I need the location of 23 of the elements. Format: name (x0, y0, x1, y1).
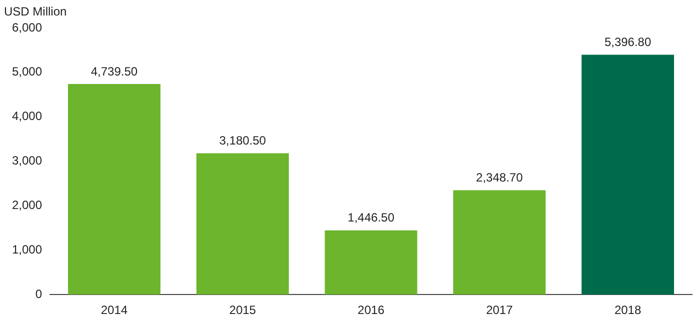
bar (453, 190, 546, 295)
x-tick-label: 2014 (100, 303, 128, 318)
data-label: 2,348.70 (476, 170, 524, 185)
y-tick-label: 4,000 (12, 109, 42, 124)
bar (582, 54, 674, 295)
bar (324, 230, 418, 295)
y-tick-label: 5,000 (12, 64, 42, 79)
y-axis-title: USD Million (4, 4, 67, 18)
y-tick-label: 6,000 (12, 20, 42, 34)
y-tick-label: 3,000 (12, 154, 42, 168)
data-label: 3,180.50 (219, 134, 266, 148)
data-label: 5,396.80 (604, 35, 652, 50)
x-tick-label: 2018 (614, 303, 642, 318)
y-tick-label: 2,000 (12, 198, 42, 212)
bar (196, 153, 289, 295)
y-tick-label: 0 (35, 286, 42, 301)
x-tick-label: 2017 (486, 303, 514, 318)
x-tick-label: 2015 (229, 303, 256, 318)
data-label: 1,446.50 (348, 210, 395, 225)
data-label: 4,739.50 (90, 64, 138, 78)
x-tick-label: 2016 (358, 303, 385, 318)
bar (68, 84, 160, 295)
y-tick-label: 1,000 (12, 242, 42, 256)
